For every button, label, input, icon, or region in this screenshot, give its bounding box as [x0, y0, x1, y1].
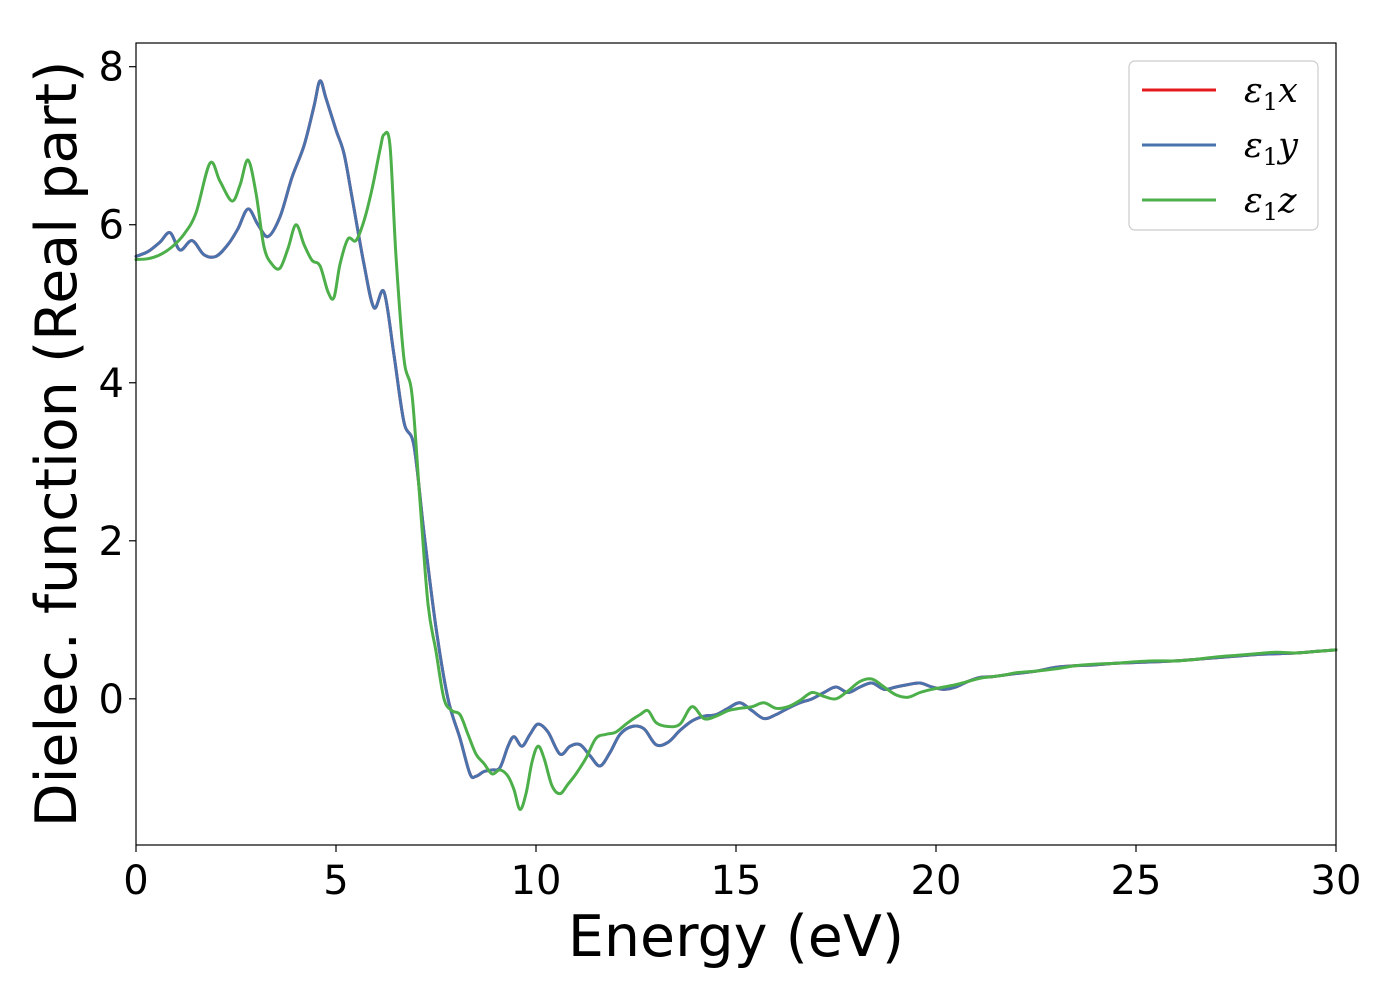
legend: ε1x ε1y ε1z	[1128, 60, 1319, 231]
y-tick-label: 4	[99, 361, 124, 407]
y-tick-label: 0	[99, 677, 124, 723]
y-tick-label: 6	[99, 203, 124, 249]
x-axis-title: Energy (eV)	[568, 904, 904, 970]
x-tick-label: 30	[1311, 858, 1362, 904]
x-tick-label: 10	[511, 858, 562, 904]
x-tick-label: 25	[1111, 858, 1162, 904]
y-axis-ticks: 0 2 4 6 8	[99, 45, 136, 723]
series-line-z	[134, 130, 1338, 811]
y-tick-label: 2	[99, 519, 124, 565]
series-lines	[134, 79, 1338, 811]
x-tick-label: 0	[123, 858, 148, 904]
y-tick-label: 8	[99, 45, 124, 91]
x-tick-label: 20	[911, 858, 962, 904]
x-tick-label: 15	[711, 858, 762, 904]
legend-box	[1128, 60, 1319, 231]
x-axis-ticks: 0 5 10 15 20 25 30	[123, 845, 1361, 904]
x-tick-label: 5	[323, 858, 348, 904]
legend-label-x: ε1x	[1244, 71, 1298, 116]
legend-label-y: ε1y	[1244, 126, 1299, 171]
y-axis-title: Dielec. function (Real part)	[24, 61, 90, 828]
legend-label-z: ε1z	[1244, 181, 1297, 226]
